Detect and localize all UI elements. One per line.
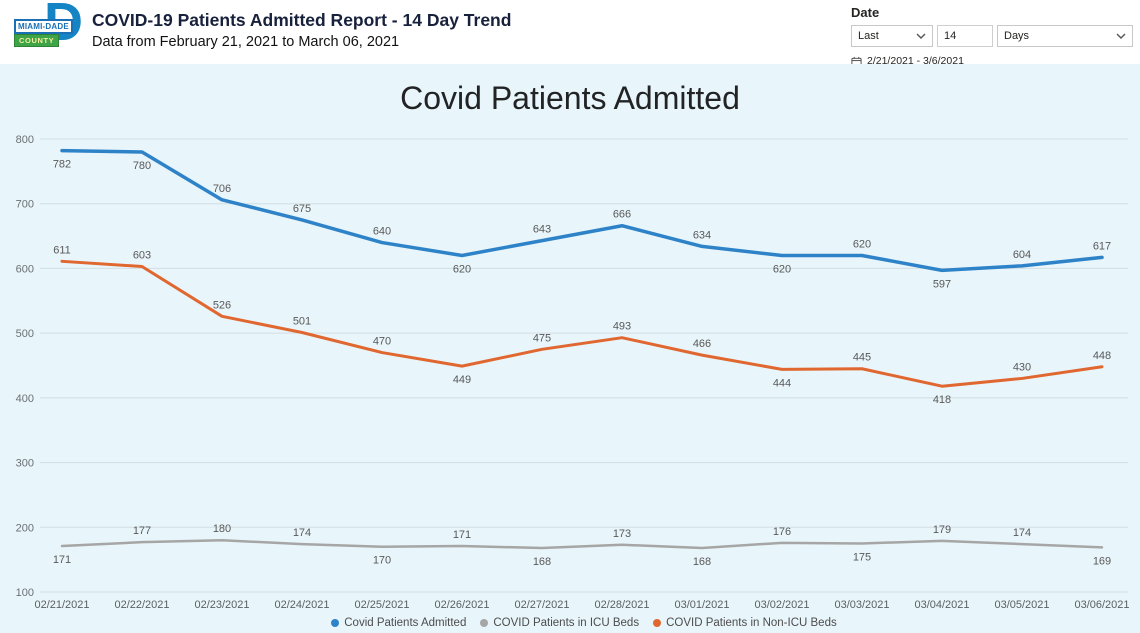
data-label: 448 xyxy=(1093,350,1111,362)
report-header: D MIAMI-DADE COUNTY COVID-19 Patients Ad… xyxy=(0,0,840,64)
data-label: 168 xyxy=(693,556,711,568)
legend-label: Covid Patients Admitted xyxy=(344,617,467,629)
series-line[interactable] xyxy=(60,148,1104,273)
logo-county-label: COUNTY xyxy=(14,34,60,47)
chart-title: Covid Patients Admitted xyxy=(400,80,740,116)
x-axis-label: 03/02/2021 xyxy=(754,599,809,611)
data-label: 617 xyxy=(1093,240,1111,252)
data-label: 501 xyxy=(293,315,311,327)
x-axis-label: 02/25/2021 xyxy=(354,599,409,611)
data-label: 603 xyxy=(133,249,151,261)
legend-label: COVID Patients in ICU Beds xyxy=(493,617,640,629)
data-label: 643 xyxy=(533,224,551,236)
date-slicer-controls: Last Days xyxy=(851,25,1133,47)
data-label: 168 xyxy=(533,556,551,568)
chart-legend: Covid Patients Admitted COVID Patients in… xyxy=(40,615,1128,631)
data-label: 170 xyxy=(373,555,391,567)
date-mode-dropdown[interactable]: Last xyxy=(851,25,933,47)
date-slicer-label: Date xyxy=(851,5,880,20)
y-axis-label: 600 xyxy=(16,263,34,275)
data-label: 175 xyxy=(853,551,871,563)
legend-label: COVID Patients in Non-ICU Beds xyxy=(666,617,837,629)
legend-dot-icon xyxy=(653,619,662,627)
data-label: 620 xyxy=(853,238,871,250)
x-axis-label: 03/03/2021 xyxy=(834,599,889,611)
data-label: 526 xyxy=(213,299,231,311)
data-label: 171 xyxy=(453,529,471,541)
data-label: 620 xyxy=(453,263,471,275)
data-label: 604 xyxy=(1013,249,1031,261)
chart-canvas[interactable]: 100 200 300 400 500 600 700 800 782 780 706 675 640 6… xyxy=(0,64,1140,633)
y-axis-label: 200 xyxy=(16,522,34,534)
legend-dot-icon xyxy=(331,619,340,627)
data-label: 493 xyxy=(613,321,631,333)
data-label: 173 xyxy=(613,528,631,540)
data-label: 174 xyxy=(293,527,311,539)
line-chart-visual: Covid Patients Admitted 100 200 300 400 500 6… xyxy=(0,64,1140,633)
data-label: 466 xyxy=(693,338,711,350)
data-label: 782 xyxy=(53,159,71,171)
x-axis-label: 03/04/2021 xyxy=(914,599,969,611)
x-axis-label: 03/05/2021 xyxy=(994,599,1049,611)
data-label: 445 xyxy=(853,352,871,364)
data-label: 176 xyxy=(773,526,791,538)
logo-miami-dade-label: MIAMI-DADE xyxy=(14,19,73,34)
legend-item-0[interactable]: Covid Patients Admitted xyxy=(331,617,466,629)
x-axis-label: 02/28/2021 xyxy=(594,599,649,611)
data-label: 620 xyxy=(773,263,791,275)
report-title: COVID-19 Patients Admitted Report - 14 D… xyxy=(92,10,512,30)
data-label: 640 xyxy=(373,226,391,238)
date-number-box xyxy=(937,25,993,47)
data-label: 634 xyxy=(693,229,711,241)
y-axis-label: 100 xyxy=(16,587,34,599)
y-axis-label: 300 xyxy=(16,458,34,470)
data-label: 444 xyxy=(773,377,791,389)
x-axis-label: 03/06/2021 xyxy=(1074,599,1129,611)
legend-item-1[interactable]: COVID Patients in ICU Beds xyxy=(480,617,639,629)
x-axis-label: 02/27/2021 xyxy=(514,599,569,611)
data-label: 675 xyxy=(293,203,311,215)
data-label: 177 xyxy=(133,525,151,537)
data-label: 171 xyxy=(53,554,71,566)
data-label: 611 xyxy=(53,244,71,256)
data-label: 430 xyxy=(1013,361,1031,373)
legend-dot-icon xyxy=(480,619,489,627)
data-label: 180 xyxy=(213,523,231,535)
data-label: 418 xyxy=(933,394,951,406)
report-subtitle: Data from February 21, 2021 to March 06,… xyxy=(92,34,400,50)
miami-dade-county-logo: D MIAMI-DADE COUNTY xyxy=(14,0,92,53)
data-label: 470 xyxy=(373,336,391,348)
data-label: 449 xyxy=(453,374,471,386)
x-axis-label: 02/24/2021 xyxy=(274,599,329,611)
legend-item-2[interactable]: COVID Patients in Non-ICU Beds xyxy=(653,617,837,629)
y-axis-label: 400 xyxy=(16,393,34,405)
y-axis-label: 500 xyxy=(16,328,34,340)
data-label: 780 xyxy=(133,160,151,172)
data-label: 174 xyxy=(1013,527,1031,539)
series-line[interactable] xyxy=(60,538,1104,550)
x-axis-label: 02/22/2021 xyxy=(114,599,169,611)
date-mode-value: Last xyxy=(858,30,879,42)
chevron-down-icon xyxy=(916,33,926,39)
x-axis-label: 03/01/2021 xyxy=(674,599,729,611)
data-label: 706 xyxy=(213,183,231,195)
data-label: 597 xyxy=(933,278,951,290)
date-unit-dropdown[interactable]: Days xyxy=(997,25,1133,47)
chevron-down-icon xyxy=(1116,33,1126,39)
series-line[interactable] xyxy=(60,259,1104,388)
x-axis-label: 02/23/2021 xyxy=(194,599,249,611)
data-label: 666 xyxy=(613,209,631,221)
data-label: 179 xyxy=(933,524,951,536)
data-label: 169 xyxy=(1093,555,1111,567)
x-axis-label: 02/26/2021 xyxy=(434,599,489,611)
y-axis-label: 800 xyxy=(16,134,34,146)
data-label: 475 xyxy=(533,332,551,344)
date-unit-value: Days xyxy=(1004,30,1030,42)
y-axis-label: 700 xyxy=(16,199,34,211)
date-number-input[interactable] xyxy=(944,30,986,42)
x-axis-label: 02/21/2021 xyxy=(34,599,89,611)
